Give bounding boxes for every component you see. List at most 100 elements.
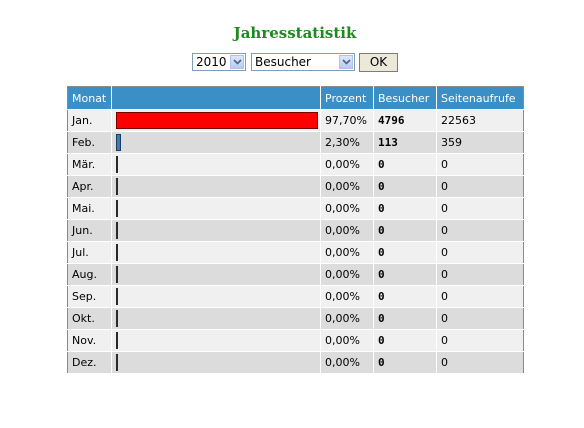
share-bar (116, 178, 118, 195)
table-row: Dez. 0,00% 0 0 (67, 351, 524, 374)
table-row: Apr. 0,00% 0 0 (67, 175, 524, 198)
month-cell: Sep. (67, 285, 112, 308)
bar-cell (111, 153, 321, 176)
share-bar-track (116, 266, 320, 283)
besucher-cell: 0 (373, 241, 437, 264)
table-row: Feb. 2,30% 113 359 (67, 131, 524, 154)
table-row: Mär. 0,00% 0 0 (67, 153, 524, 176)
bar-cell (111, 131, 321, 154)
seitenaufrufe-cell: 359 (436, 131, 524, 154)
month-cell: Okt. (67, 307, 112, 330)
year-select[interactable]: 2010 (192, 53, 246, 71)
share-bar (116, 244, 118, 261)
seitenaufrufe-cell: 0 (436, 285, 524, 308)
bar-cell (111, 241, 321, 264)
month-cell: Jan. (67, 109, 112, 132)
column-header-bar (111, 86, 321, 110)
page-title: Jahresstatistik (233, 24, 357, 42)
table-row: Mai. 0,00% 0 0 (67, 197, 524, 220)
share-bar-track (116, 112, 320, 129)
chevron-down-icon[interactable] (339, 55, 353, 69)
bar-cell (111, 329, 321, 352)
share-bar-track (116, 354, 320, 371)
percent-cell: 0,00% (320, 175, 374, 198)
share-bar-track (116, 310, 320, 327)
share-bar (116, 288, 118, 305)
table-row: Sep. 0,00% 0 0 (67, 285, 524, 308)
besucher-cell: 4796 (373, 109, 437, 132)
ok-button[interactable]: OK (359, 53, 398, 72)
metric-select[interactable]: Besucher (251, 53, 355, 71)
month-cell: Feb. (67, 131, 112, 154)
table-row: Okt. 0,00% 0 0 (67, 307, 524, 330)
bar-cell (111, 175, 321, 198)
share-bar-track (116, 134, 320, 151)
bar-cell (111, 351, 321, 374)
share-bar-track (116, 244, 320, 261)
statistics-table: Monat Prozent Besucher Seitenaufrufe Jan… (67, 86, 524, 374)
share-bar (116, 310, 118, 327)
month-cell: Mär. (67, 153, 112, 176)
seitenaufrufe-cell: 22563 (436, 109, 524, 132)
share-bar (116, 112, 318, 129)
bar-cell (111, 197, 321, 220)
year-select-value: 2010 (196, 55, 227, 69)
percent-cell: 0,00% (320, 351, 374, 374)
share-bar-track (116, 288, 320, 305)
metric-select-value: Besucher (255, 55, 311, 69)
seitenaufrufe-cell: 0 (436, 329, 524, 352)
besucher-cell: 0 (373, 329, 437, 352)
percent-cell: 0,00% (320, 219, 374, 242)
share-bar-track (116, 178, 320, 195)
column-header-prozent: Prozent (320, 86, 374, 110)
column-header-monat: Monat (67, 86, 112, 110)
seitenaufrufe-cell: 0 (436, 197, 524, 220)
share-bar (116, 200, 118, 217)
seitenaufrufe-cell: 0 (436, 351, 524, 374)
seitenaufrufe-cell: 0 (436, 241, 524, 264)
column-header-besucher: Besucher (373, 86, 437, 110)
share-bar-track (116, 332, 320, 349)
share-bar (116, 266, 118, 283)
besucher-cell: 113 (373, 131, 437, 154)
besucher-cell: 0 (373, 175, 437, 198)
besucher-cell: 0 (373, 197, 437, 220)
besucher-cell: 0 (373, 263, 437, 286)
chevron-down-icon[interactable] (230, 55, 244, 69)
percent-cell: 2,30% (320, 131, 374, 154)
share-bar (116, 332, 118, 349)
percent-cell: 0,00% (320, 197, 374, 220)
besucher-cell: 0 (373, 153, 437, 176)
percent-cell: 0,00% (320, 329, 374, 352)
seitenaufrufe-cell: 0 (436, 307, 524, 330)
filter-controls: 2010 Besucher OK (0, 52, 584, 74)
percent-cell: 0,00% (320, 241, 374, 264)
month-cell: Jul. (67, 241, 112, 264)
percent-cell: 0,00% (320, 153, 374, 176)
bar-cell (111, 219, 321, 242)
share-bar (116, 156, 118, 173)
month-cell: Jun. (67, 219, 112, 242)
besucher-cell: 0 (373, 307, 437, 330)
seitenaufrufe-cell: 0 (436, 175, 524, 198)
month-cell: Mai. (67, 197, 112, 220)
bar-cell (111, 307, 321, 330)
seitenaufrufe-cell: 0 (436, 153, 524, 176)
table-header-row: Monat Prozent Besucher Seitenaufrufe (67, 86, 524, 110)
share-bar-track (116, 156, 320, 173)
percent-cell: 0,00% (320, 307, 374, 330)
share-bar (116, 354, 118, 371)
table-row: Jun. 0,00% 0 0 (67, 219, 524, 242)
seitenaufrufe-cell: 0 (436, 219, 524, 242)
percent-cell: 97,70% (320, 109, 374, 132)
month-cell: Apr. (67, 175, 112, 198)
share-bar-track (116, 222, 320, 239)
share-bar-track (116, 200, 320, 217)
bar-cell (111, 109, 321, 132)
month-cell: Dez. (67, 351, 112, 374)
table-row: Nov. 0,00% 0 0 (67, 329, 524, 352)
table-row: Jul. 0,00% 0 0 (67, 241, 524, 264)
column-header-seitenaufrufe: Seitenaufrufe (436, 86, 524, 110)
seitenaufrufe-cell: 0 (436, 263, 524, 286)
besucher-cell: 0 (373, 285, 437, 308)
